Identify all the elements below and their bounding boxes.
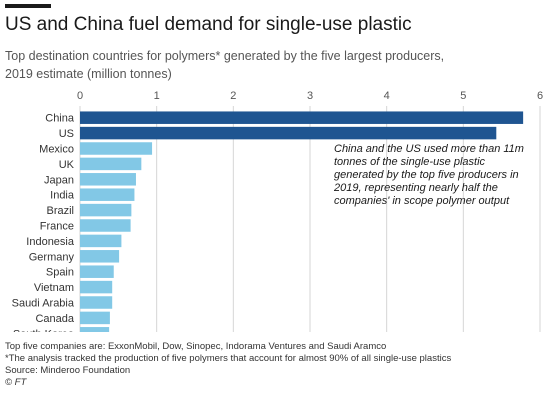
category-label: South Korea [13, 328, 75, 332]
footer-source: Source: Minderoo Foundation [5, 365, 131, 376]
x-tick-label: 4 [384, 90, 390, 102]
x-tick-label: 0 [77, 90, 83, 102]
footer-note: *The analysis tracked the production of … [5, 353, 452, 364]
category-label: Vietnam [34, 282, 74, 294]
subtitle-line-1: Top destination countries for polymers* … [5, 49, 445, 63]
category-label: Spain [46, 267, 74, 279]
category-label: Germany [29, 251, 75, 263]
bar-chart: 0 1 2 3 4 5 6 China US Mexico UK Japan India Brazil Fr… [12, 90, 543, 332]
x-tick-label: 2 [230, 90, 236, 102]
bar-germany [80, 250, 120, 263]
x-tick-label: 3 [307, 90, 313, 102]
bar-indonesia [80, 234, 122, 248]
bar-saudi-arabia [80, 296, 113, 309]
category-label: China [45, 113, 75, 125]
x-tick-label: 1 [154, 90, 160, 102]
category-label: US [59, 128, 74, 140]
category-label: India [50, 190, 75, 202]
category-label: Japan [44, 174, 74, 186]
bar-south-korea [80, 327, 110, 332]
chart-footer: Top five companies are: ExxonMobil, Dow,… [5, 341, 550, 389]
category-label: Canada [35, 313, 74, 325]
bar-us [80, 126, 497, 140]
bar-spain [80, 265, 114, 278]
footer-companies: Top five companies are: ExxonMobil, Dow,… [5, 341, 387, 352]
chart-title: US and China fuel demand for single-use … [5, 14, 412, 35]
footer-credit: © FT [5, 377, 27, 388]
category-label: Indonesia [26, 236, 75, 248]
ft-header-rule [5, 4, 51, 8]
bar-china [80, 111, 524, 124]
chart-annotation: China and the US used more than 11m tonn… [334, 143, 524, 207]
bar-vietnam [80, 280, 113, 294]
bar-japan [80, 173, 136, 186]
category-label: Brazil [46, 205, 74, 217]
bar-france [80, 219, 131, 232]
bar-india [80, 188, 135, 201]
category-label: Mexico [39, 144, 74, 156]
bar-canada [80, 311, 110, 325]
subtitle-line-2: 2019 estimate (million tonnes) [5, 67, 172, 81]
chart-subtitle: Top destination countries for polymers* … [5, 47, 545, 83]
bar-brazil [80, 203, 132, 217]
bar-mexico [80, 142, 153, 155]
x-tick-label: 5 [460, 90, 466, 102]
category-label: Saudi Arabia [12, 298, 75, 310]
x-tick-label: 6 [537, 90, 543, 102]
bar-uk [80, 157, 142, 171]
category-label: France [40, 221, 74, 233]
category-label: UK [59, 159, 75, 171]
